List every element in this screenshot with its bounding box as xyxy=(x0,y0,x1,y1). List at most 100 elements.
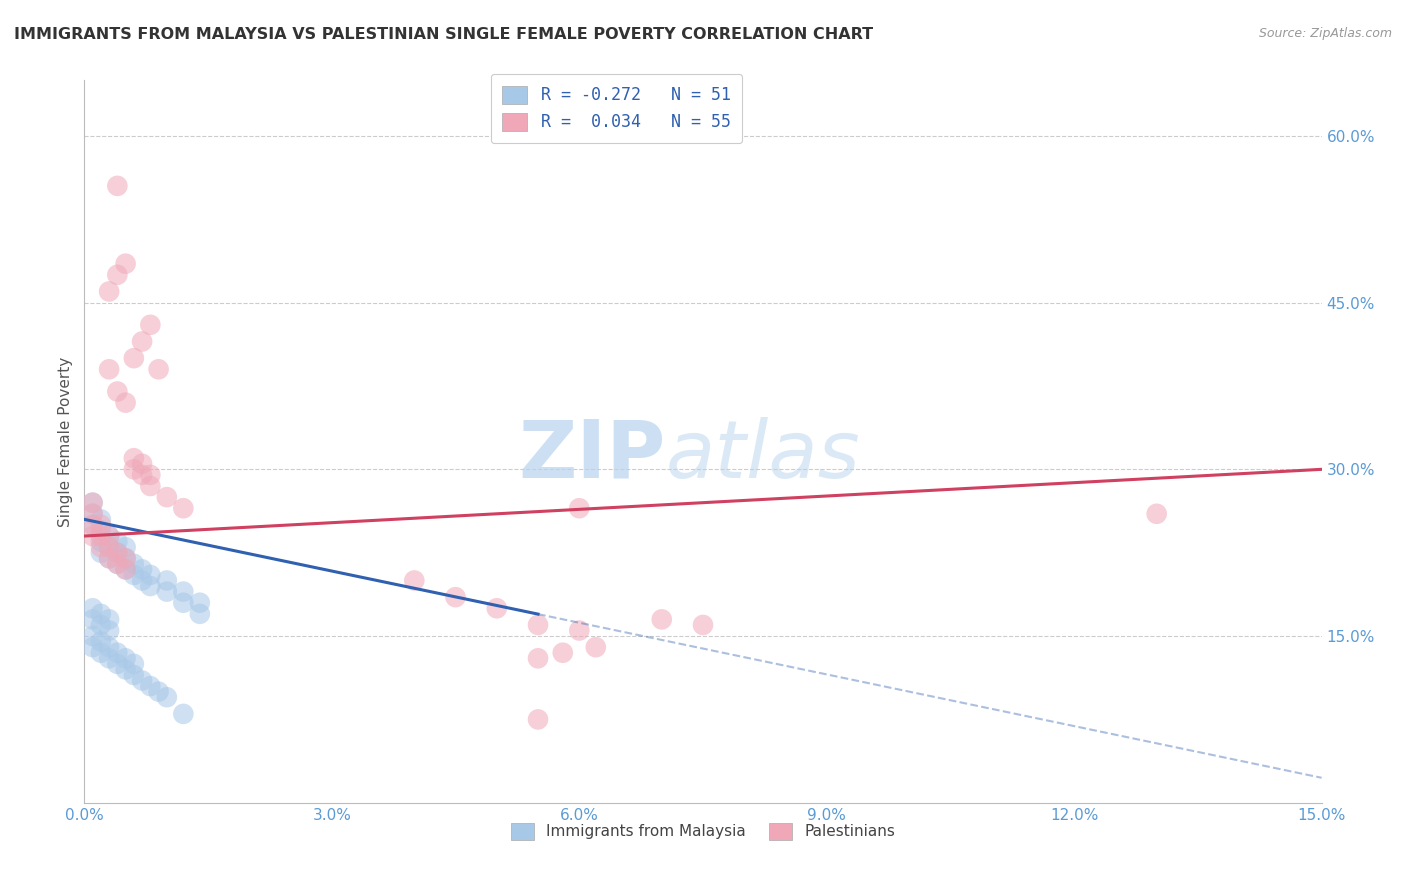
Point xyxy=(444,590,467,604)
Point xyxy=(114,662,136,676)
Point xyxy=(82,612,104,626)
Point xyxy=(90,534,112,549)
Point xyxy=(90,646,112,660)
Point xyxy=(114,551,136,566)
Point xyxy=(651,612,673,626)
Point xyxy=(105,557,128,571)
Point xyxy=(98,540,121,554)
Text: Source: ZipAtlas.com: Source: ZipAtlas.com xyxy=(1258,27,1392,40)
Point xyxy=(122,657,145,671)
Point xyxy=(527,651,550,665)
Point xyxy=(139,318,162,332)
Point xyxy=(1146,507,1168,521)
Y-axis label: Single Female Poverty: Single Female Poverty xyxy=(58,357,73,526)
Point xyxy=(122,568,145,582)
Point xyxy=(139,479,162,493)
Point xyxy=(98,551,121,566)
Point xyxy=(404,574,426,588)
Point xyxy=(114,562,136,576)
Point xyxy=(131,562,153,576)
Point xyxy=(105,557,128,571)
Point xyxy=(131,673,153,688)
Point xyxy=(98,624,121,638)
Point xyxy=(131,334,153,349)
Point xyxy=(172,584,194,599)
Text: ZIP: ZIP xyxy=(519,417,666,495)
Point xyxy=(139,679,162,693)
Legend: Immigrants from Malaysia, Palestinians: Immigrants from Malaysia, Palestinians xyxy=(505,817,901,846)
Point xyxy=(156,490,179,504)
Point xyxy=(90,529,112,543)
Point xyxy=(98,551,121,566)
Point xyxy=(122,462,145,476)
Point xyxy=(98,640,121,655)
Point xyxy=(527,618,550,632)
Point xyxy=(114,540,136,554)
Point xyxy=(568,624,591,638)
Point xyxy=(90,634,112,648)
Text: IMMIGRANTS FROM MALAYSIA VS PALESTINIAN SINGLE FEMALE POVERTY CORRELATION CHART: IMMIGRANTS FROM MALAYSIA VS PALESTINIAN … xyxy=(14,27,873,42)
Point xyxy=(156,574,179,588)
Point xyxy=(98,529,121,543)
Point xyxy=(90,546,112,560)
Point xyxy=(122,557,145,571)
Point xyxy=(156,584,179,599)
Point xyxy=(551,646,574,660)
Point xyxy=(692,618,714,632)
Point xyxy=(90,618,112,632)
Point xyxy=(82,496,104,510)
Point xyxy=(139,579,162,593)
Point xyxy=(82,507,104,521)
Point xyxy=(156,690,179,705)
Point xyxy=(82,529,104,543)
Point xyxy=(90,524,112,538)
Point xyxy=(98,612,121,626)
Point xyxy=(105,178,128,193)
Point xyxy=(148,684,170,698)
Point xyxy=(82,629,104,643)
Point xyxy=(105,546,128,560)
Point xyxy=(568,501,591,516)
Point xyxy=(90,517,112,532)
Point xyxy=(172,596,194,610)
Point xyxy=(139,467,162,482)
Point xyxy=(527,713,550,727)
Point xyxy=(485,601,508,615)
Point xyxy=(172,501,194,516)
Point xyxy=(114,551,136,566)
Point xyxy=(90,607,112,621)
Point xyxy=(188,596,211,610)
Point xyxy=(122,668,145,682)
Point xyxy=(82,640,104,655)
Point xyxy=(105,657,128,671)
Point xyxy=(105,546,128,560)
Point xyxy=(131,574,153,588)
Point xyxy=(90,512,112,526)
Point xyxy=(82,517,104,532)
Point xyxy=(98,362,121,376)
Point xyxy=(122,451,145,466)
Point xyxy=(122,351,145,366)
Point xyxy=(114,651,136,665)
Point xyxy=(98,285,121,299)
Point xyxy=(105,534,128,549)
Point xyxy=(82,517,104,532)
Point xyxy=(139,568,162,582)
Point xyxy=(188,607,211,621)
Point xyxy=(148,362,170,376)
Point xyxy=(82,507,104,521)
Point xyxy=(131,467,153,482)
Point xyxy=(82,496,104,510)
Point xyxy=(105,646,128,660)
Point xyxy=(114,562,136,576)
Point xyxy=(98,651,121,665)
Point xyxy=(131,457,153,471)
Point xyxy=(105,268,128,282)
Point xyxy=(105,384,128,399)
Point xyxy=(114,395,136,409)
Point xyxy=(90,540,112,554)
Text: atlas: atlas xyxy=(666,417,860,495)
Point xyxy=(172,706,194,721)
Point xyxy=(585,640,607,655)
Point xyxy=(114,257,136,271)
